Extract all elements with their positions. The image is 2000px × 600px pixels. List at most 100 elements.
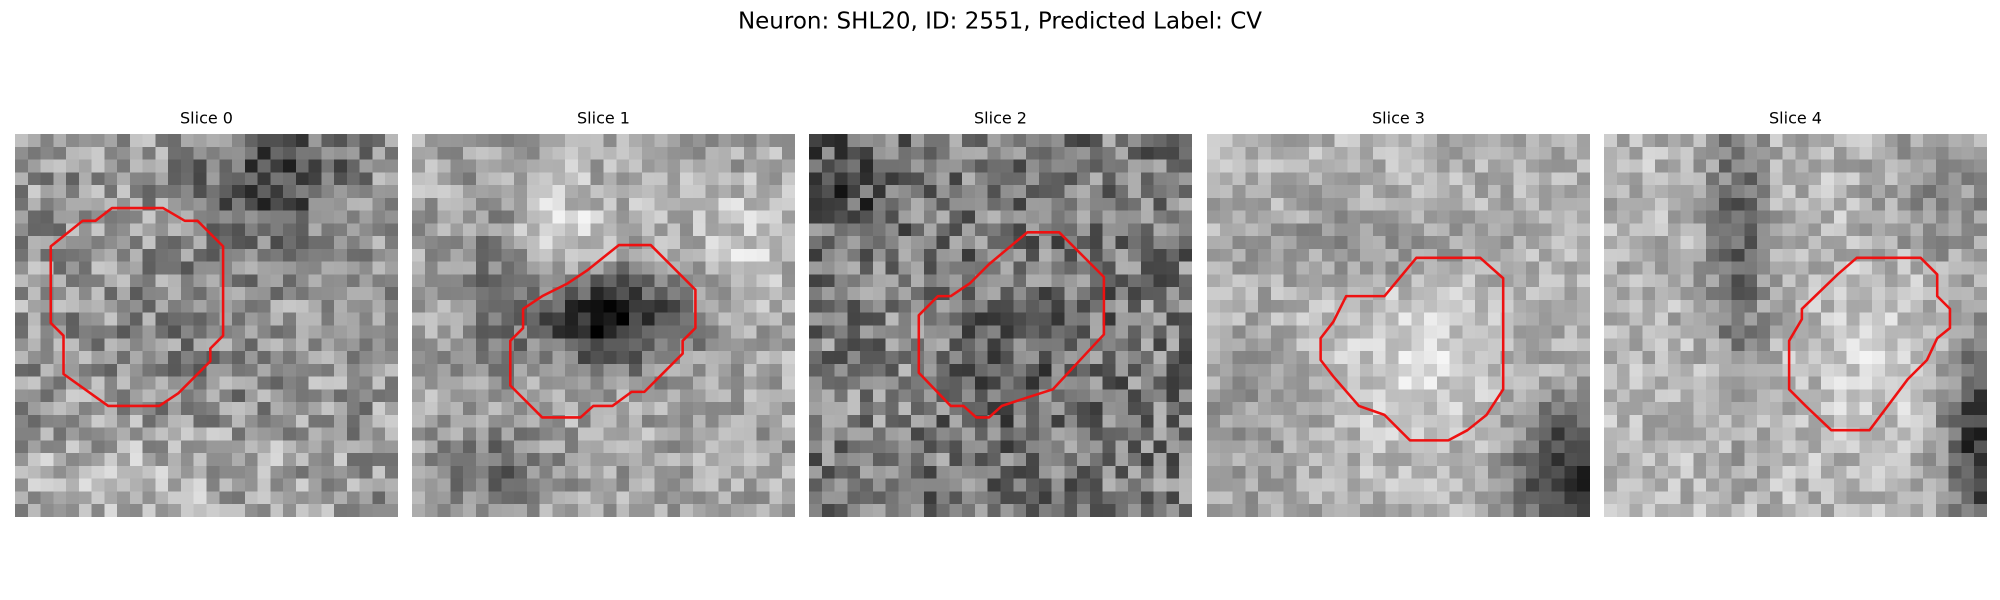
- pixel: [1153, 402, 1167, 416]
- pixel: [936, 197, 950, 211]
- pixel: [1795, 172, 1809, 186]
- pixel: [860, 172, 874, 186]
- pixel: [743, 159, 757, 173]
- pixel: [1744, 338, 1758, 352]
- pixel: [412, 134, 426, 148]
- pixel: [180, 274, 194, 288]
- pixel: [168, 325, 182, 339]
- pixel: [705, 236, 719, 250]
- pixel: [1821, 338, 1835, 352]
- pixel: [424, 440, 438, 454]
- pixel: [1449, 338, 1463, 352]
- pixel: [1449, 134, 1463, 148]
- pixel: [1821, 197, 1835, 211]
- pixel: [1884, 159, 1898, 173]
- pixel: [1283, 197, 1297, 211]
- pixel: [821, 325, 835, 339]
- pixel: [1731, 478, 1745, 492]
- pixel: [1706, 274, 1720, 288]
- pixel: [295, 274, 309, 288]
- pixel: [1000, 134, 1014, 148]
- pixel: [514, 185, 528, 199]
- pixel: [743, 491, 757, 505]
- pixel: [705, 134, 719, 148]
- pixel: [1616, 402, 1630, 416]
- pixel: [372, 465, 386, 479]
- pixel: [1038, 440, 1052, 454]
- pixel: [1846, 197, 1860, 211]
- pixel: [1232, 389, 1246, 403]
- pixel: [860, 338, 874, 352]
- pixel: [1910, 312, 1924, 326]
- pixel: [1910, 223, 1924, 237]
- pixel: [463, 363, 477, 377]
- pixel: [1462, 146, 1476, 160]
- pixel: [334, 159, 348, 173]
- pixel: [987, 312, 1001, 326]
- pixel: [1680, 261, 1694, 275]
- pixel: [1923, 210, 1937, 224]
- pixel: [1449, 172, 1463, 186]
- pixel: [603, 274, 617, 288]
- pixel: [1258, 134, 1272, 148]
- pixel: [1398, 248, 1412, 262]
- pixel: [1077, 185, 1091, 199]
- pixel: [1655, 312, 1669, 326]
- pixel: [629, 491, 643, 505]
- pixel: [1693, 261, 1707, 275]
- pixel: [1538, 478, 1552, 492]
- pixel: [1731, 389, 1745, 403]
- pixel: [27, 261, 41, 275]
- pixel: [1051, 351, 1065, 365]
- pixel: [1693, 146, 1707, 160]
- pixel: [155, 146, 169, 160]
- pixel: [590, 197, 604, 211]
- pixel: [987, 185, 1001, 199]
- pixel: [667, 402, 681, 416]
- pixel: [334, 376, 348, 390]
- pixel: [1513, 159, 1527, 173]
- pixel: [756, 491, 770, 505]
- pixel: [1859, 287, 1873, 301]
- pixel: [667, 453, 681, 467]
- pixel: [577, 299, 591, 313]
- pixel: [1974, 287, 1987, 301]
- pixel: [142, 312, 156, 326]
- pixel: [1077, 478, 1091, 492]
- pixel: [193, 299, 207, 313]
- pixel: [1360, 478, 1374, 492]
- pixel: [1270, 478, 1284, 492]
- pixel: [1948, 299, 1962, 313]
- pixel: [1706, 223, 1720, 237]
- pixel: [40, 376, 54, 390]
- pixel: [1064, 504, 1078, 517]
- pixel: [1207, 376, 1221, 390]
- pixel: [1296, 338, 1310, 352]
- pixel: [1013, 504, 1027, 517]
- pixel: [1731, 402, 1745, 416]
- pixel: [1436, 414, 1450, 428]
- pixel: [1693, 338, 1707, 352]
- pixel: [911, 478, 925, 492]
- pixel: [1859, 363, 1873, 377]
- pixel: [295, 134, 309, 148]
- pixel: [1102, 363, 1116, 377]
- pixel: [1258, 325, 1272, 339]
- pixel: [705, 274, 719, 288]
- pixel: [1077, 504, 1091, 517]
- pixel: [1309, 299, 1323, 313]
- pixel: [1038, 351, 1052, 365]
- pixel: [1872, 440, 1886, 454]
- pixel: [1935, 465, 1949, 479]
- pixel: [872, 325, 886, 339]
- pixel: [782, 236, 795, 250]
- pixel: [629, 427, 643, 441]
- pixel: [731, 134, 745, 148]
- pixel: [1102, 274, 1116, 288]
- pixel: [1013, 427, 1027, 441]
- pixel: [1424, 363, 1438, 377]
- pixel: [1347, 185, 1361, 199]
- pixel: [1038, 414, 1052, 428]
- pixel: [1321, 210, 1335, 224]
- pixel: [1718, 453, 1732, 467]
